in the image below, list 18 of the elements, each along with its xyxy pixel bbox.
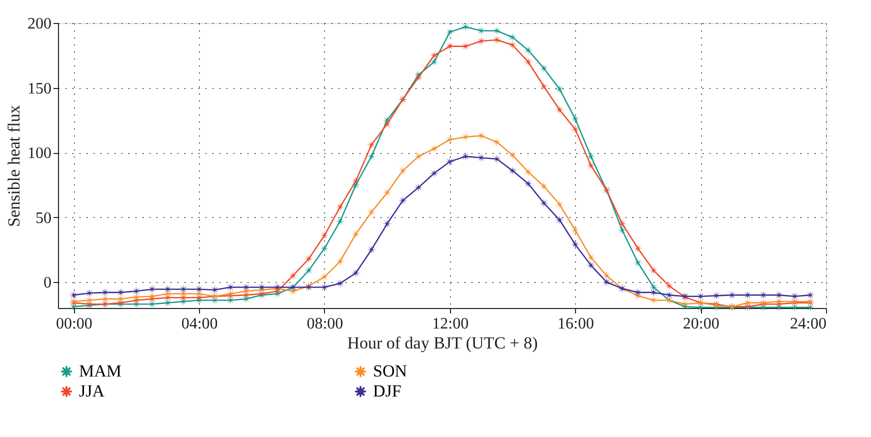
y-tick-label: 50 bbox=[36, 210, 52, 227]
x-tick-label: 04:00 bbox=[181, 316, 218, 332]
y-tick-label: 200 bbox=[28, 16, 52, 32]
legend-label: JJA bbox=[79, 382, 106, 400]
x-axis-title: Hour of day BJT (UTC + 8) bbox=[347, 334, 538, 352]
x-tick-label: 16:00 bbox=[558, 316, 594, 332]
x-tick-label: 12:00 bbox=[432, 316, 469, 332]
legend-label: SON bbox=[373, 362, 408, 381]
y-tick-label: 100 bbox=[28, 145, 52, 162]
y-tick-label: 0 bbox=[44, 274, 52, 292]
y-axis-title: Sensible heat flux bbox=[4, 104, 24, 227]
legend-label: MAM bbox=[79, 362, 122, 381]
x-tick-label: 24:00 bbox=[790, 316, 826, 332]
legend-label: DJF bbox=[373, 382, 402, 400]
x-tick-label: 00:00 bbox=[56, 316, 92, 332]
x-tick-label: 20:00 bbox=[682, 316, 720, 332]
y-tick-label: 150 bbox=[28, 80, 52, 98]
x-tick-label: 08:00 bbox=[306, 316, 344, 332]
